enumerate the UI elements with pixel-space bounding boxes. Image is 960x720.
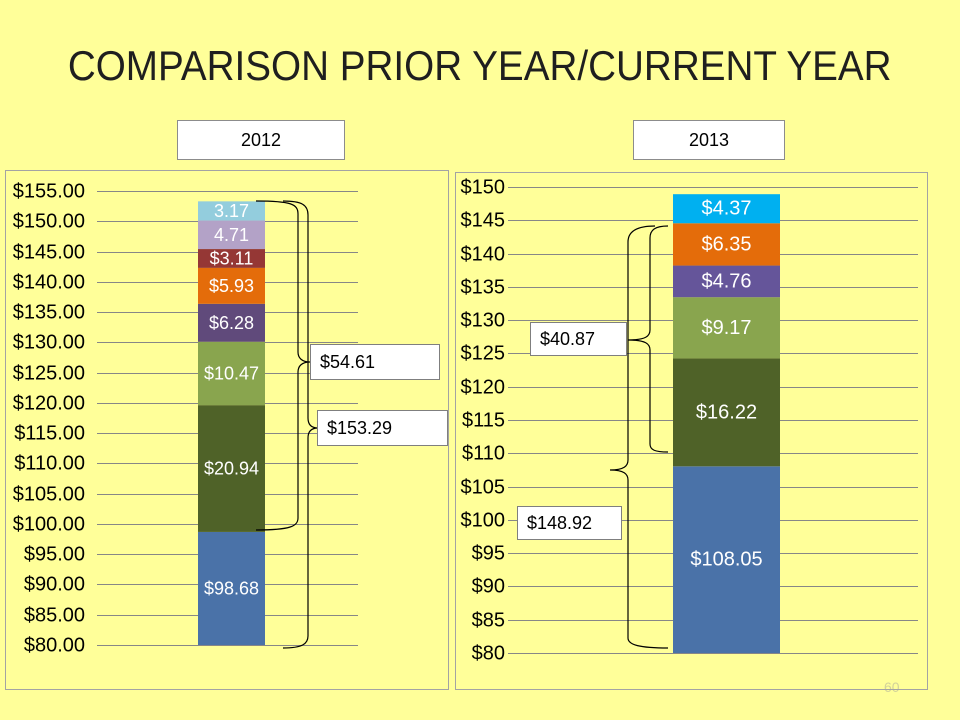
y-tick-label: $90.00 (24, 574, 85, 596)
year-label-2012: 2012 (177, 120, 345, 160)
data-label: $4.76 (701, 270, 751, 292)
chart-2013-frame (455, 172, 928, 690)
y-tick-label: $100 (461, 510, 506, 532)
y-tick-label: $100.00 (13, 514, 85, 536)
bar-segment (673, 265, 780, 298)
data-label: $3.11 (210, 248, 254, 268)
y-tick-label: $115.00 (14, 423, 85, 445)
data-label: $98.68 (204, 578, 259, 598)
y-tick-label: $140 (461, 244, 506, 266)
y-tick-label: $145.00 (13, 242, 85, 264)
curly-brace-2013-total (609, 225, 669, 649)
y-tick-label: $95.00 (24, 544, 85, 566)
bar-segment (673, 297, 780, 359)
slide-title: COMPARISON PRIOR YEAR/CURRENT YEAR (68, 42, 892, 89)
y-tick-label: $110.00 (14, 453, 85, 475)
callout-2013-subtotal: $40.87 (530, 322, 627, 356)
chart-2012-stacked-bar (198, 201, 265, 645)
data-label: $10.47 (204, 363, 259, 383)
y-tick-label: $155.00 (13, 181, 85, 203)
bar-segment (673, 358, 780, 467)
y-tick-label: $105 (461, 477, 506, 499)
bar-segment (198, 341, 265, 406)
y-tick-label: $135.00 (13, 302, 85, 324)
chart-2013-stacked-bar (673, 194, 780, 653)
bar-segment (673, 466, 780, 653)
y-tick-label: $95 (472, 543, 505, 565)
y-tick-label: $80.00 (24, 635, 85, 657)
slide-title-wrapper: COMPARISON PRIOR YEAR/CURRENT YEAR (0, 40, 960, 92)
y-tick-label: $105.00 (13, 484, 85, 506)
data-label: 4.71 (214, 225, 249, 245)
callout-2013-total: $148.92 (517, 506, 622, 540)
chart-2012-data-labels: $98.68 $20.94 $10.47 $6.28 $5.93 $3.11 4.71 3.1… (204, 201, 259, 599)
y-tick-label: $130.00 (13, 332, 85, 354)
bar-segment (198, 531, 265, 645)
curly-brace-2012-total (282, 200, 319, 649)
bar-segment (673, 194, 780, 224)
y-tick-label: $145 (461, 210, 506, 232)
y-tick-label: $120.00 (13, 393, 85, 415)
y-tick-label: $125 (461, 343, 506, 365)
y-tick-label: $115 (462, 410, 505, 432)
y-tick-label: $80 (472, 643, 505, 665)
year-label-2013: 2013 (633, 120, 785, 160)
data-label: $6.35 (701, 233, 751, 255)
curly-brace-2013-subtotal (627, 225, 669, 453)
bar-segment (198, 303, 265, 342)
y-tick-label: $110 (462, 443, 505, 465)
bar-segment (198, 405, 265, 532)
y-tick-label: $150.00 (13, 211, 85, 233)
callout-2012-total: $153.29 (317, 410, 448, 446)
data-label: $16.22 (696, 401, 757, 423)
y-tick-label: $125.00 (13, 363, 85, 385)
chart-2012-y-axis: $80.00 $85.00 $90.00 $95.00 $100.00 $105.00 $1… (13, 181, 85, 657)
data-label: $4.37 (701, 198, 751, 220)
data-label: $5.93 (209, 276, 254, 296)
y-tick-label: $85 (472, 610, 505, 632)
y-tick-label: $140.00 (13, 272, 85, 294)
data-label: $9.17 (701, 317, 751, 339)
data-label: $108.05 (690, 549, 762, 571)
y-tick-label: $120 (461, 377, 506, 399)
data-label: 3.17 (214, 201, 249, 221)
y-tick-label: $130 (461, 310, 506, 332)
bar-segment (198, 249, 265, 268)
bar-segment (198, 201, 265, 221)
y-tick-label: $85.00 (24, 605, 85, 627)
y-tick-label: $135 (461, 277, 506, 299)
bar-segment (198, 267, 265, 304)
bar-segment (673, 223, 780, 266)
chart-2013-data-labels: $108.05 $16.22 $9.17 $4.76 $6.35 $4.37 (690, 198, 762, 571)
data-label: $6.28 (209, 313, 254, 333)
bar-segment (198, 220, 265, 250)
callout-2012-subtotal: $54.61 (310, 344, 440, 380)
chart-2013-y-axis: $80 $85 $90 $95 $100 $105 $110 $115 $120 $125 $130… (461, 177, 506, 665)
page-number: 60 (884, 679, 900, 695)
data-label: $20.94 (204, 459, 259, 479)
y-tick-label: $150 (461, 177, 506, 199)
y-tick-label: $90 (472, 576, 505, 598)
chart-2012-frame (5, 170, 449, 690)
